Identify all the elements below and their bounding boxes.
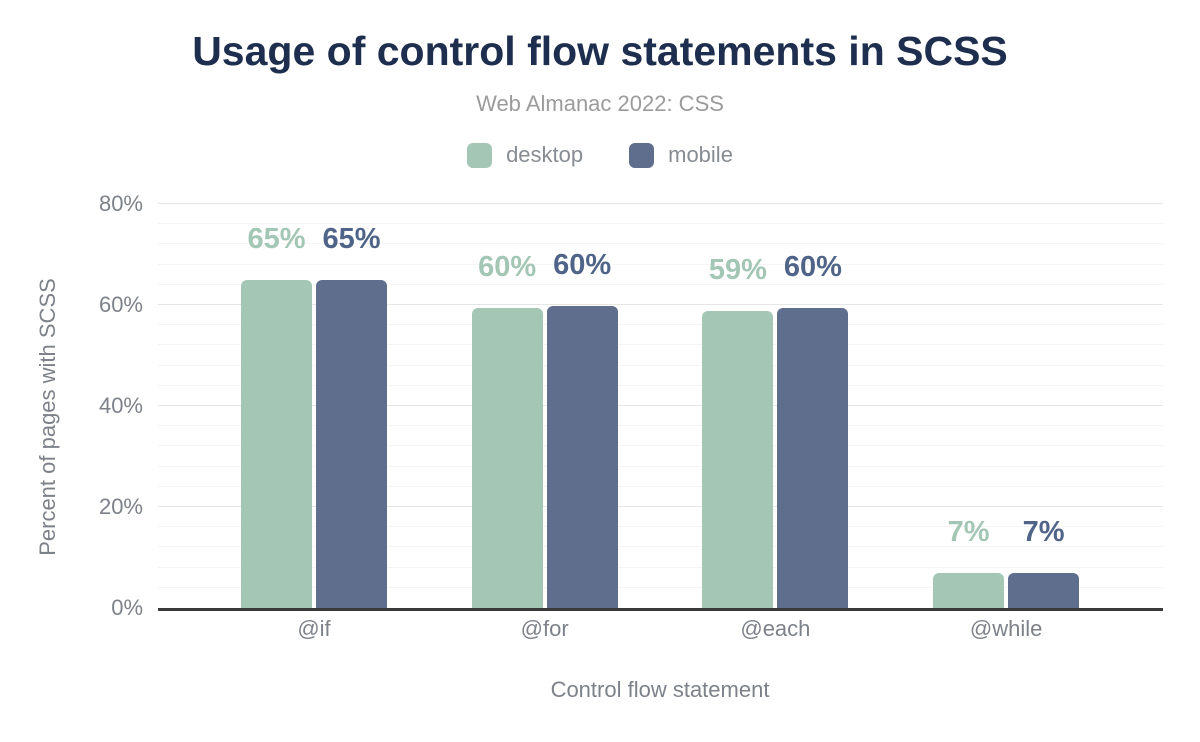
legend: desktop mobile <box>0 142 1200 168</box>
value-label-desktop-if: 65% <box>247 222 306 255</box>
minor-gridline-52 <box>158 344 1163 346</box>
bar-mobile-each[interactable] <box>777 307 849 608</box>
x-tick-label-each: @each <box>740 616 811 641</box>
bar-desktop-if[interactable] <box>241 279 312 608</box>
x-tick-label-while: @while <box>969 616 1043 641</box>
bar-desktop-each[interactable] <box>702 310 774 608</box>
bar-mobile-while[interactable] <box>1008 572 1080 608</box>
y-tick-label-0: 0% <box>111 595 143 620</box>
x-tick-label-for: @for <box>520 616 569 641</box>
minor-gridline-8 <box>158 566 1163 568</box>
legend-label-mobile: mobile <box>668 142 733 167</box>
value-label-mobile-while: 7% <box>1022 515 1065 548</box>
minor-gridline-24 <box>158 485 1163 487</box>
minor-gridline-28 <box>158 465 1163 467</box>
minor-gridline-16 <box>158 526 1163 528</box>
value-label-desktop-while: 7% <box>947 515 990 548</box>
bar-mobile-for[interactable] <box>546 305 618 608</box>
major-gridline-80 <box>158 203 1163 204</box>
value-label-mobile-each: 60% <box>783 250 842 283</box>
y-tick-label-40: 40% <box>98 393 143 418</box>
major-gridline-20 <box>158 506 1163 507</box>
minor-gridline-68 <box>158 263 1163 265</box>
minor-gridline-56 <box>158 324 1163 326</box>
legend-label-desktop: desktop <box>506 142 584 167</box>
minor-gridline-72 <box>158 243 1163 245</box>
y-tick-label-20: 20% <box>98 494 143 519</box>
y-tick-label-80: 80% <box>98 191 143 216</box>
minor-gridline-12 <box>158 546 1163 548</box>
bar-mobile-if[interactable] <box>316 279 387 608</box>
major-gridline-40 <box>158 405 1163 406</box>
minor-gridline-32 <box>158 445 1163 447</box>
minor-gridline-44 <box>158 384 1163 386</box>
major-gridline-60 <box>158 304 1163 305</box>
y-tick-label-60: 60% <box>98 292 143 317</box>
minor-gridline-48 <box>158 364 1163 366</box>
legend-item-mobile[interactable]: mobile <box>629 142 733 168</box>
bar-desktop-for[interactable] <box>471 308 543 608</box>
plot-area: 65% 65% 60% 60% 59% 60% 7% 7% <box>158 203 1163 611</box>
legend-swatch-desktop <box>467 142 493 168</box>
value-label-mobile-if: 65% <box>322 222 381 255</box>
value-label-mobile-for: 60% <box>553 248 612 281</box>
minor-gridline-4 <box>158 586 1163 588</box>
legend-swatch-mobile <box>629 142 655 168</box>
chart-subtitle: Web Almanac 2022: CSS <box>476 91 724 116</box>
chart-title: Usage of control flow statements in SCSS <box>192 28 1008 74</box>
minor-gridline-36 <box>158 425 1163 427</box>
minor-gridline-64 <box>158 283 1163 285</box>
x-axis-title: Control flow statement <box>550 677 770 702</box>
value-label-desktop-for: 60% <box>478 251 537 284</box>
legend-item-desktop[interactable]: desktop <box>467 142 583 168</box>
value-label-desktop-each: 59% <box>708 253 767 286</box>
minor-gridline-76 <box>158 223 1163 225</box>
bar-desktop-while[interactable] <box>933 572 1005 608</box>
x-tick-label-if: @if <box>297 616 331 641</box>
